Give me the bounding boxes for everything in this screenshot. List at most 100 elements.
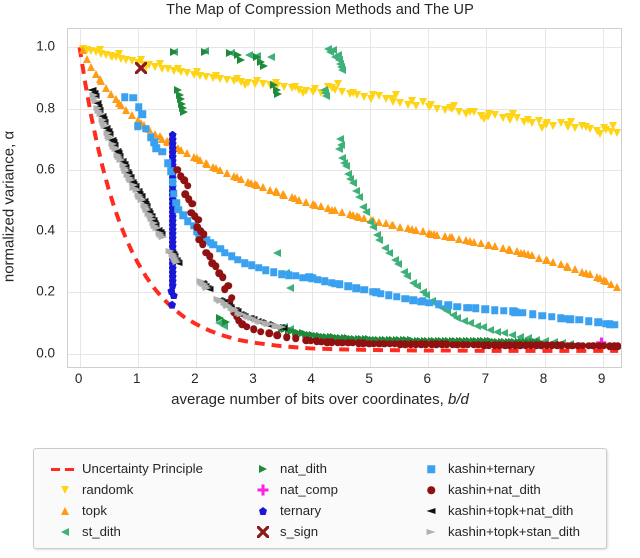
data-point [146, 133, 155, 142]
data-point [584, 341, 593, 350]
data-point [408, 225, 417, 234]
legend-item[interactable]: kashin+topk+stan_dith [414, 521, 614, 542]
data-point [91, 48, 100, 57]
data-point [360, 213, 369, 222]
data-point [136, 56, 145, 65]
data-point [265, 329, 273, 338]
data-point [225, 304, 235, 311]
data-point [172, 199, 180, 207]
data-point [472, 304, 480, 313]
legend-item[interactable]: st_dith [48, 521, 248, 542]
data-point [223, 302, 233, 309]
data-point [447, 104, 456, 113]
legend-item[interactable]: kashin+nat_dith [414, 479, 614, 500]
data-point [331, 280, 340, 288]
data-point [592, 126, 601, 135]
data-point [305, 273, 313, 281]
data-point [460, 316, 469, 325]
data-point [524, 334, 533, 343]
legend-label: ternary [280, 503, 322, 518]
data-point [282, 333, 291, 341]
legend-item[interactable]: kashin+topk+nat_dith [414, 500, 614, 521]
data-point [322, 92, 331, 101]
data-point [168, 225, 177, 234]
legend-item[interactable]: randomk [48, 479, 248, 500]
data-point [269, 268, 278, 276]
data-point [368, 288, 377, 296]
data-point [275, 324, 285, 331]
legend-item[interactable]: Uncertainty Principle [48, 458, 248, 479]
data-point [305, 330, 314, 339]
data-point [245, 315, 255, 322]
data-point [553, 341, 562, 350]
data-point [177, 99, 186, 108]
data-point [183, 182, 192, 190]
data-point [469, 341, 478, 349]
data-point [353, 212, 362, 221]
legend-label: Uncertainty Principle [82, 461, 203, 476]
data-point [427, 229, 436, 238]
legend-item[interactable]: s_sign [246, 521, 406, 542]
data-point [338, 87, 347, 96]
data-point [485, 241, 494, 250]
data-point [287, 193, 296, 202]
data-point [432, 300, 441, 309]
data-point [396, 336, 405, 345]
data-point [209, 74, 218, 82]
legend-item[interactable]: kashin+ternary [414, 458, 614, 479]
data-point [141, 203, 151, 210]
x-tick-label: 9 [597, 371, 606, 386]
legend-column-1: Uncertainty Principle randomk topk st_dith [48, 458, 248, 542]
data-point [252, 181, 261, 190]
data-point [151, 129, 160, 138]
data-point [119, 161, 129, 168]
data-point [372, 335, 380, 344]
data-point [216, 298, 226, 304]
data-point [196, 278, 205, 285]
legend-item[interactable]: nat_dith [246, 458, 406, 479]
data-point [168, 221, 177, 230]
data-point [226, 48, 235, 57]
data-point [392, 90, 401, 99]
data-point [89, 91, 99, 98]
data-point [396, 340, 405, 348]
data-point [520, 117, 529, 126]
legend-item[interactable]: ternary [246, 500, 406, 521]
data-point [509, 307, 517, 316]
data-point [578, 121, 587, 130]
data-point [594, 318, 602, 327]
legend-item[interactable]: nat_comp [246, 479, 406, 500]
data-point [524, 250, 533, 259]
legend-item[interactable]: topk [48, 500, 248, 521]
data-point [334, 80, 343, 89]
data-point [432, 340, 441, 349]
data-point [209, 240, 218, 249]
data-point [406, 336, 415, 345]
data-point [448, 311, 457, 320]
data-point [388, 94, 397, 103]
data-point [270, 80, 279, 89]
data-point [230, 172, 239, 181]
x-tick-label: 1 [132, 371, 141, 386]
data-point [125, 173, 135, 180]
data-point [421, 291, 430, 300]
data-point [529, 310, 537, 319]
data-point [511, 338, 520, 347]
uncertainty-principle-curve [77, 46, 619, 353]
data-point [216, 298, 226, 304]
data-point [168, 135, 177, 144]
data-point [142, 63, 151, 72]
data-point [543, 256, 552, 265]
data-point [215, 296, 225, 303]
data-point [230, 308, 238, 316]
data-point [285, 271, 293, 280]
data-point [172, 258, 182, 265]
data-point [125, 174, 135, 181]
data-point [257, 320, 267, 327]
data-point [375, 340, 384, 348]
data-point [272, 187, 281, 196]
data-point [202, 284, 212, 291]
data-point [99, 120, 109, 127]
data-point [232, 313, 241, 321]
data-point [200, 283, 210, 290]
